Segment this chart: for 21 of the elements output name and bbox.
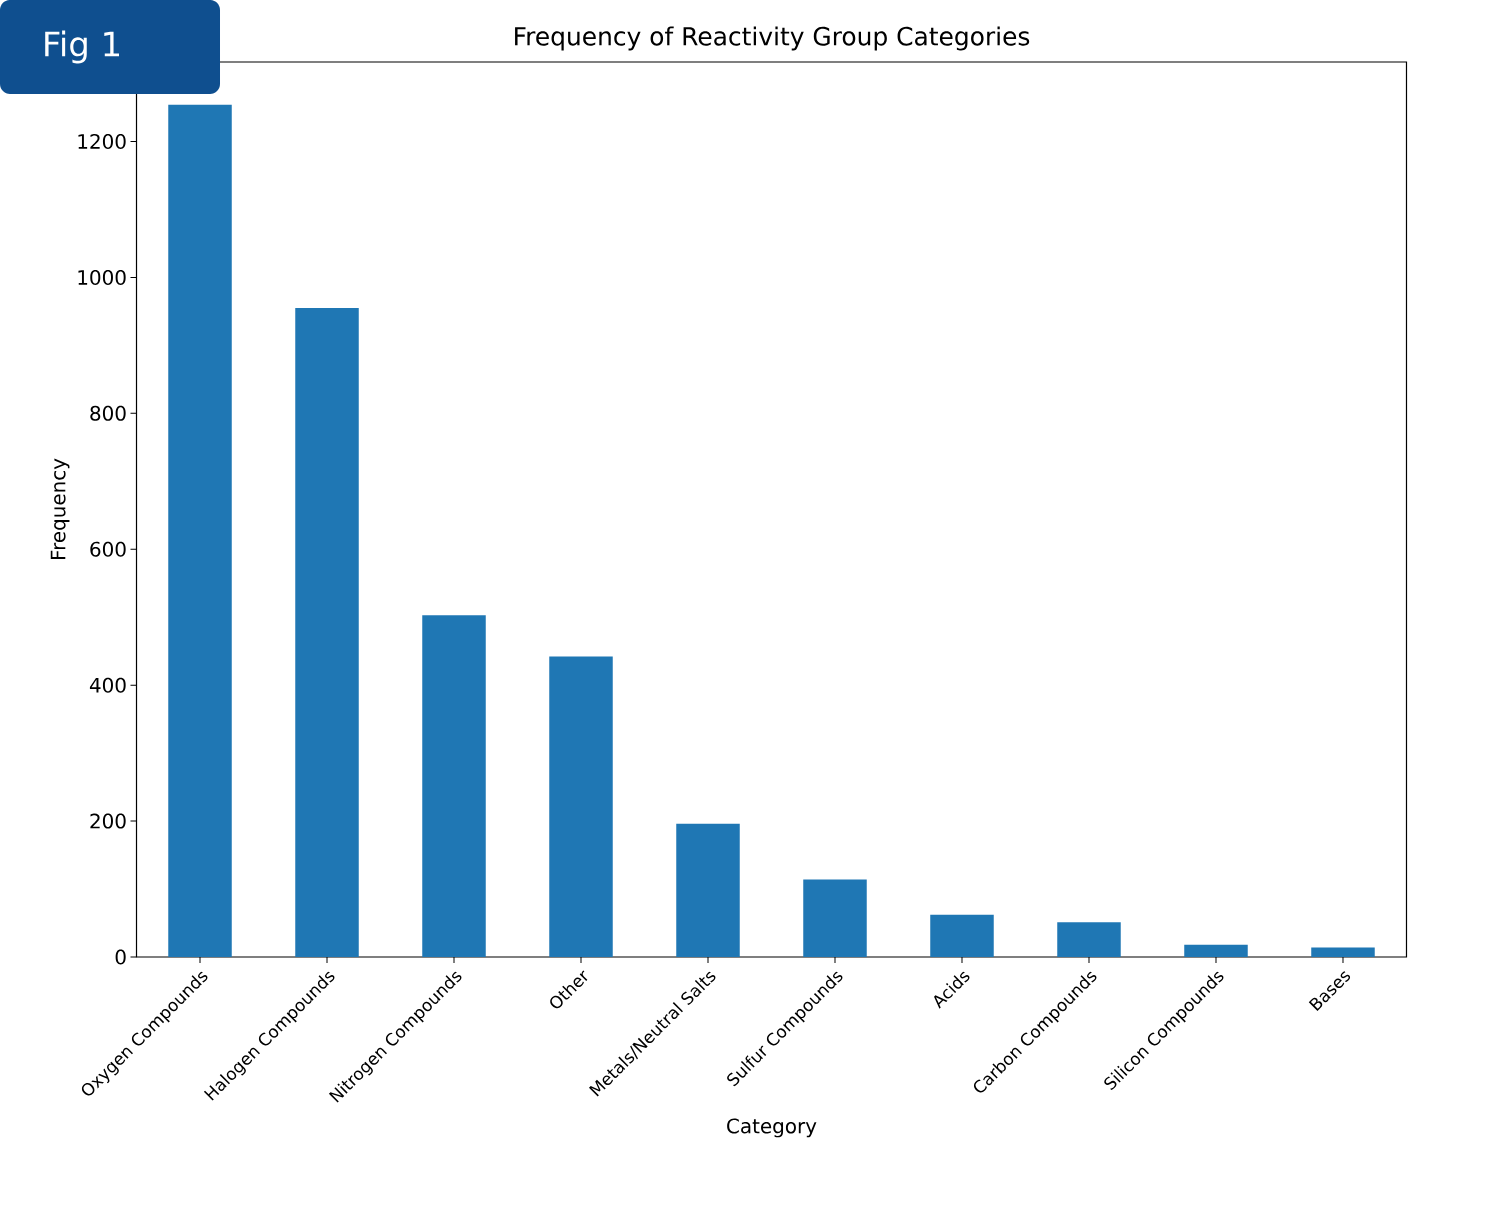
caption: Fig 1 — [45, 30, 119, 64]
bar — [1184, 944, 1248, 957]
y-tick-label: 1200 — [78, 133, 126, 150]
bar — [549, 656, 613, 957]
bar — [168, 104, 232, 957]
y-tick-label: 200 — [90, 813, 126, 829]
bar — [295, 307, 359, 957]
y-tick-label: 0 — [115, 949, 126, 965]
bar — [422, 615, 486, 957]
y-tick-label: 400 — [89, 677, 126, 693]
y-tick-label: 800 — [90, 405, 126, 421]
bar — [930, 914, 994, 957]
x-axis-title: Category — [727, 1118, 817, 1138]
y-tick-label: 600 — [90, 541, 126, 557]
y-tick-label: 1000 — [78, 269, 126, 285]
bar — [1311, 947, 1375, 957]
bar — [1057, 922, 1121, 957]
bar — [676, 823, 740, 957]
chart-title: Frequency of Reactivity Group Categories — [515, 26, 1030, 51]
y-axis-title: Frequency — [50, 458, 70, 559]
bar — [803, 879, 867, 957]
